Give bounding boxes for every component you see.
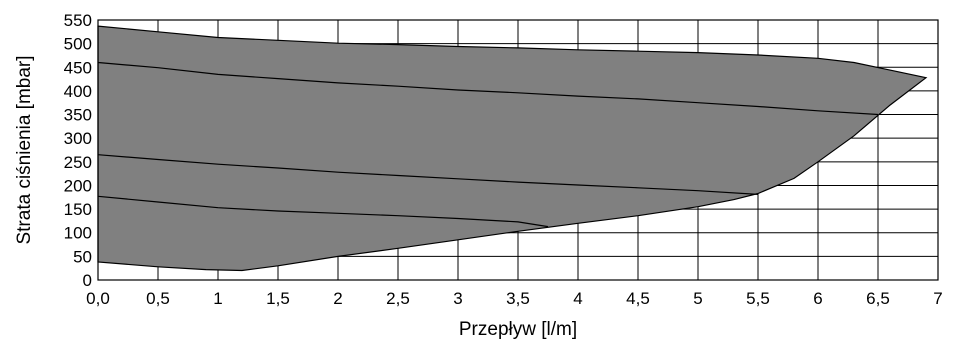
y-tick-label: 450 — [64, 58, 92, 77]
curve-layer — [97, 61, 879, 228]
x-tick-label: 1,5 — [266, 289, 290, 308]
y-tick-label: 300 — [64, 129, 92, 148]
y-tick-label: 50 — [73, 247, 92, 266]
plot-frame — [97, 19, 939, 281]
y-tick-label: 150 — [64, 200, 92, 219]
y-tick-label: 400 — [64, 82, 92, 101]
x-tick-label: 7 — [933, 289, 942, 308]
y-tick-label: 350 — [64, 106, 92, 125]
operating-region-layer — [97, 25, 928, 272]
x-tick-label: 5 — [693, 289, 702, 308]
y-tick-label: 550 — [64, 11, 92, 30]
y-tick-label: 100 — [64, 224, 92, 243]
y-tick-label: 200 — [64, 176, 92, 195]
operating-region — [97, 25, 928, 272]
x-tick-label: 1 — [213, 289, 222, 308]
x-axis-label: Przepływ [l/m] — [459, 319, 577, 340]
x-tick-labels: 0,0 0,5 1 1,5 2 2,5 3 3,5 4 4,5 5 5,5 6 6,5 7 — [86, 289, 943, 308]
y-tick-labels: 0 50 100 150 200 250 300 350 400 450 500 550 — [64, 11, 92, 290]
y-axis-label: Strata ciśnienia [mbar] — [14, 55, 35, 244]
x-tick-label: 2,5 — [386, 289, 410, 308]
curve-2 — [97, 154, 759, 195]
y-tick-label: 0 — [83, 271, 92, 290]
x-tick-label: 6,5 — [866, 289, 890, 308]
x-tick-label: 4,5 — [626, 289, 650, 308]
curve-1 — [97, 61, 879, 116]
x-tick-label: 3 — [453, 289, 462, 308]
x-tick-label: 3,5 — [506, 289, 530, 308]
x-tick-label: 4 — [573, 289, 582, 308]
x-tick-label: 6 — [813, 289, 822, 308]
x-tick-label: 5,5 — [746, 289, 770, 308]
x-tick-label: 0,0 — [86, 289, 110, 308]
x-tick-label: 2 — [333, 289, 342, 308]
x-tick-label: 0,5 — [146, 289, 170, 308]
curve-3 — [97, 195, 549, 228]
y-tick-label: 250 — [64, 153, 92, 172]
y-tick-label: 500 — [64, 35, 92, 54]
